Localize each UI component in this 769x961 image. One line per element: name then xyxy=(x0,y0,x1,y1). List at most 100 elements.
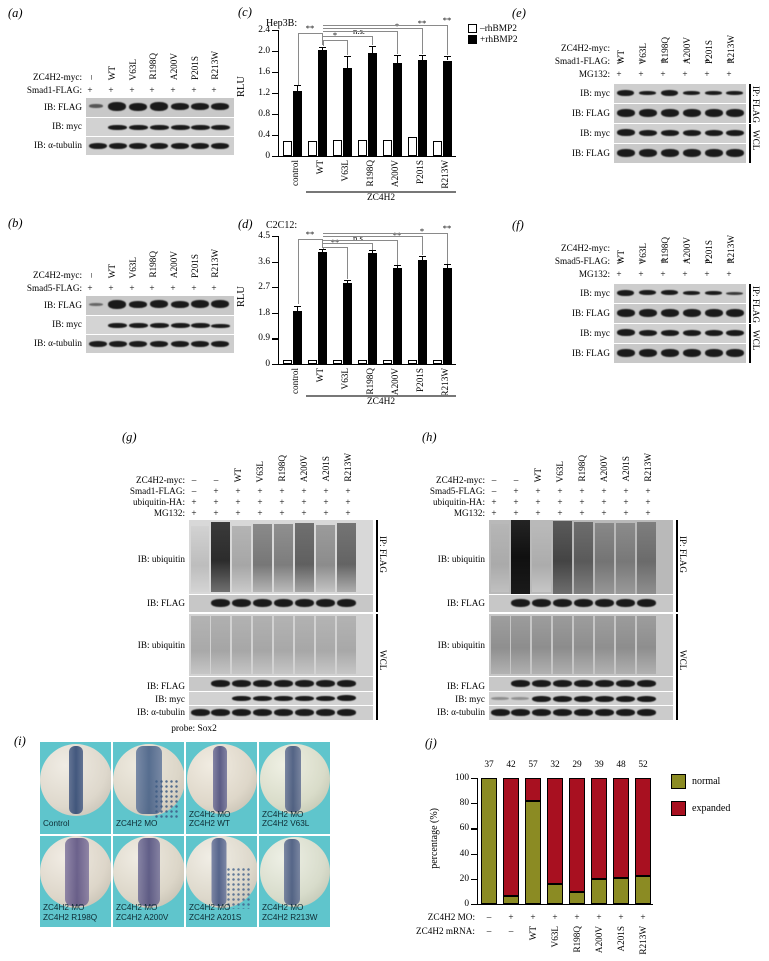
embryo-label: ZC4H2 MO ZC4H2 R213W xyxy=(262,903,318,922)
embryo-label: ZC4H2 MO ZC4H2 R198Q xyxy=(43,903,98,922)
group-bar xyxy=(306,191,456,193)
row-value: + xyxy=(623,497,629,507)
embryo-cell[interactable]: ZC4H2 MO ZC4H2 V63L xyxy=(259,742,330,834)
row-label-smad1-flag: Smad1-FLAG: xyxy=(554,56,610,66)
blot-label-ib-flag-wcl: IB: FLAG xyxy=(571,148,610,158)
row-value: + xyxy=(601,486,607,496)
row-label-smad5-flag: Smad5-FLAG: xyxy=(554,256,610,266)
row-value: + xyxy=(557,508,563,518)
blot-image-myc-ip xyxy=(614,84,746,103)
embryo-cell[interactable]: ZC4H2 MO ZC4H2 R198Q xyxy=(40,835,111,927)
y-tick-label: 100 xyxy=(454,773,469,783)
row-value: – xyxy=(486,912,492,922)
row-value: + xyxy=(149,283,155,293)
row-value: – xyxy=(191,486,197,496)
blot-image-tubulin-wcl xyxy=(189,706,373,720)
embryo-cell[interactable]: ZC4H2 MO ZC4H2 R213W xyxy=(259,835,330,927)
legend-swatch-plus xyxy=(468,35,477,45)
bar-plus-p201s xyxy=(418,259,427,364)
panel-d: (d) C2C12: 4.5 3.6 2.7 1.8 0.9 0 RLU xyxy=(236,216,478,407)
y-tick-label: 0.8 xyxy=(258,109,270,119)
x-tick-label: R213W xyxy=(440,368,450,397)
row-value: + xyxy=(191,283,197,293)
row-value: + xyxy=(191,497,197,507)
bar-normal xyxy=(635,875,651,904)
legend-label: –rhBMP2 xyxy=(480,24,517,34)
blot-image-flag-ip xyxy=(489,595,673,612)
y-tick-label: 0 xyxy=(265,151,270,161)
row-value: + xyxy=(129,85,135,95)
row-value: + xyxy=(491,497,497,507)
row-value: + xyxy=(513,486,519,496)
n-label: 39 xyxy=(594,760,604,770)
y-tick-label: 0.9 xyxy=(258,333,270,344)
row-value: + xyxy=(191,508,197,518)
n-label: 37 xyxy=(484,760,494,770)
row-value: A201S xyxy=(616,926,626,952)
row-value: R213W xyxy=(638,926,648,955)
row-value: + xyxy=(213,486,219,496)
lane-label: P201S xyxy=(190,253,200,278)
row-value: + xyxy=(108,85,114,95)
row-value: + xyxy=(726,56,732,66)
embryo-cell[interactable]: ZC4H2 MO xyxy=(113,742,184,834)
row-value: + xyxy=(129,283,135,293)
bar-plus-wt xyxy=(318,251,327,364)
row-label-smad5-flag: Smad5-FLAG: xyxy=(26,283,82,293)
blot-image-ubiquitin-ip xyxy=(489,520,673,594)
blot-image-myc-wcl xyxy=(614,124,746,143)
bar-minus-control xyxy=(283,360,292,364)
blot-label-ib-flag: IB: FLAG xyxy=(43,300,82,310)
row-value: + xyxy=(513,497,519,507)
lane-label: V63L xyxy=(255,460,265,482)
blot-label-ib-myc-wcl: IB: myc xyxy=(155,694,185,704)
row-value: + xyxy=(601,497,607,507)
x-tick-label: V63L xyxy=(340,368,350,390)
row-label-smad1-flag: Smad1-FLAG: xyxy=(26,85,82,95)
row-value: + xyxy=(87,283,93,293)
embryo-cell[interactable]: Control xyxy=(40,742,111,834)
blot-label-ib-myc-ip: IB: myc xyxy=(580,288,610,298)
row-label-ubiquitin-ha: ubiquitin-HA: xyxy=(132,497,185,507)
blot-label-ib-tubulin-wcl: IB: α-tubulin xyxy=(437,707,485,717)
row-value: + xyxy=(301,508,307,518)
bar-expanded xyxy=(569,778,585,892)
blot-image-flag-wcl xyxy=(614,144,746,163)
panel-h: (h) WT V63L R198Q A200V A201S R213W ZC4H… xyxy=(400,428,700,720)
blot-label-ib-tubulin: IB: α-tubulin xyxy=(34,338,82,348)
blot-label-ib-myc-wcl: IB: myc xyxy=(580,128,610,138)
bar-minus-v63l xyxy=(333,360,342,364)
embryo-cell[interactable]: ZC4H2 MO ZC4H2 WT xyxy=(186,742,257,834)
panel-i-label: (i) xyxy=(14,734,26,748)
x-tick-label: P201S xyxy=(415,160,425,185)
significance-mark: ** xyxy=(417,18,427,28)
blot-label-ib-ubiquitin-ip: IB: ubiquitin xyxy=(437,554,485,564)
significance-mark: ** xyxy=(330,237,340,247)
lane-label: A200V xyxy=(169,52,179,80)
y-tick-label: 2.7 xyxy=(258,282,270,293)
group-label: ZC4H2 xyxy=(366,397,396,407)
bar-normal xyxy=(613,878,629,904)
blot-label-ib-myc-wcl: IB: myc xyxy=(580,328,610,338)
row-value: – xyxy=(513,475,519,485)
embryo-label: ZC4H2 MO ZC4H2 V63L xyxy=(262,809,310,829)
row-value: + xyxy=(235,497,241,507)
blot-label-ib-flag-wcl: IB: FLAG xyxy=(446,681,485,691)
y-tick-label: 2.4 xyxy=(258,25,270,35)
row-value: + xyxy=(213,508,219,518)
row-value: + xyxy=(645,497,651,507)
panel-f: (f) WT V63L R198Q A200V P201S R213W ZC4H… xyxy=(488,214,766,404)
blot-image-tubulin xyxy=(86,137,234,155)
row-value: + xyxy=(279,497,285,507)
bar-minus-r213w xyxy=(433,140,442,156)
y-tick-label: 4.5 xyxy=(258,231,270,241)
embryo-cell[interactable]: ZC4H2 MO ZC4H2 A200V xyxy=(113,835,184,927)
row-label-mg132: MG132: xyxy=(578,269,610,279)
lane-label: V63L xyxy=(555,460,565,482)
row-value: + xyxy=(682,69,688,79)
embryo-cell[interactable]: ZC4H2 MO ZC4H2 A201S xyxy=(186,835,257,927)
significance-mark: * xyxy=(419,226,425,236)
row-value: + xyxy=(323,497,329,507)
row-value: V63L xyxy=(550,926,560,948)
row-value: + xyxy=(279,508,285,518)
